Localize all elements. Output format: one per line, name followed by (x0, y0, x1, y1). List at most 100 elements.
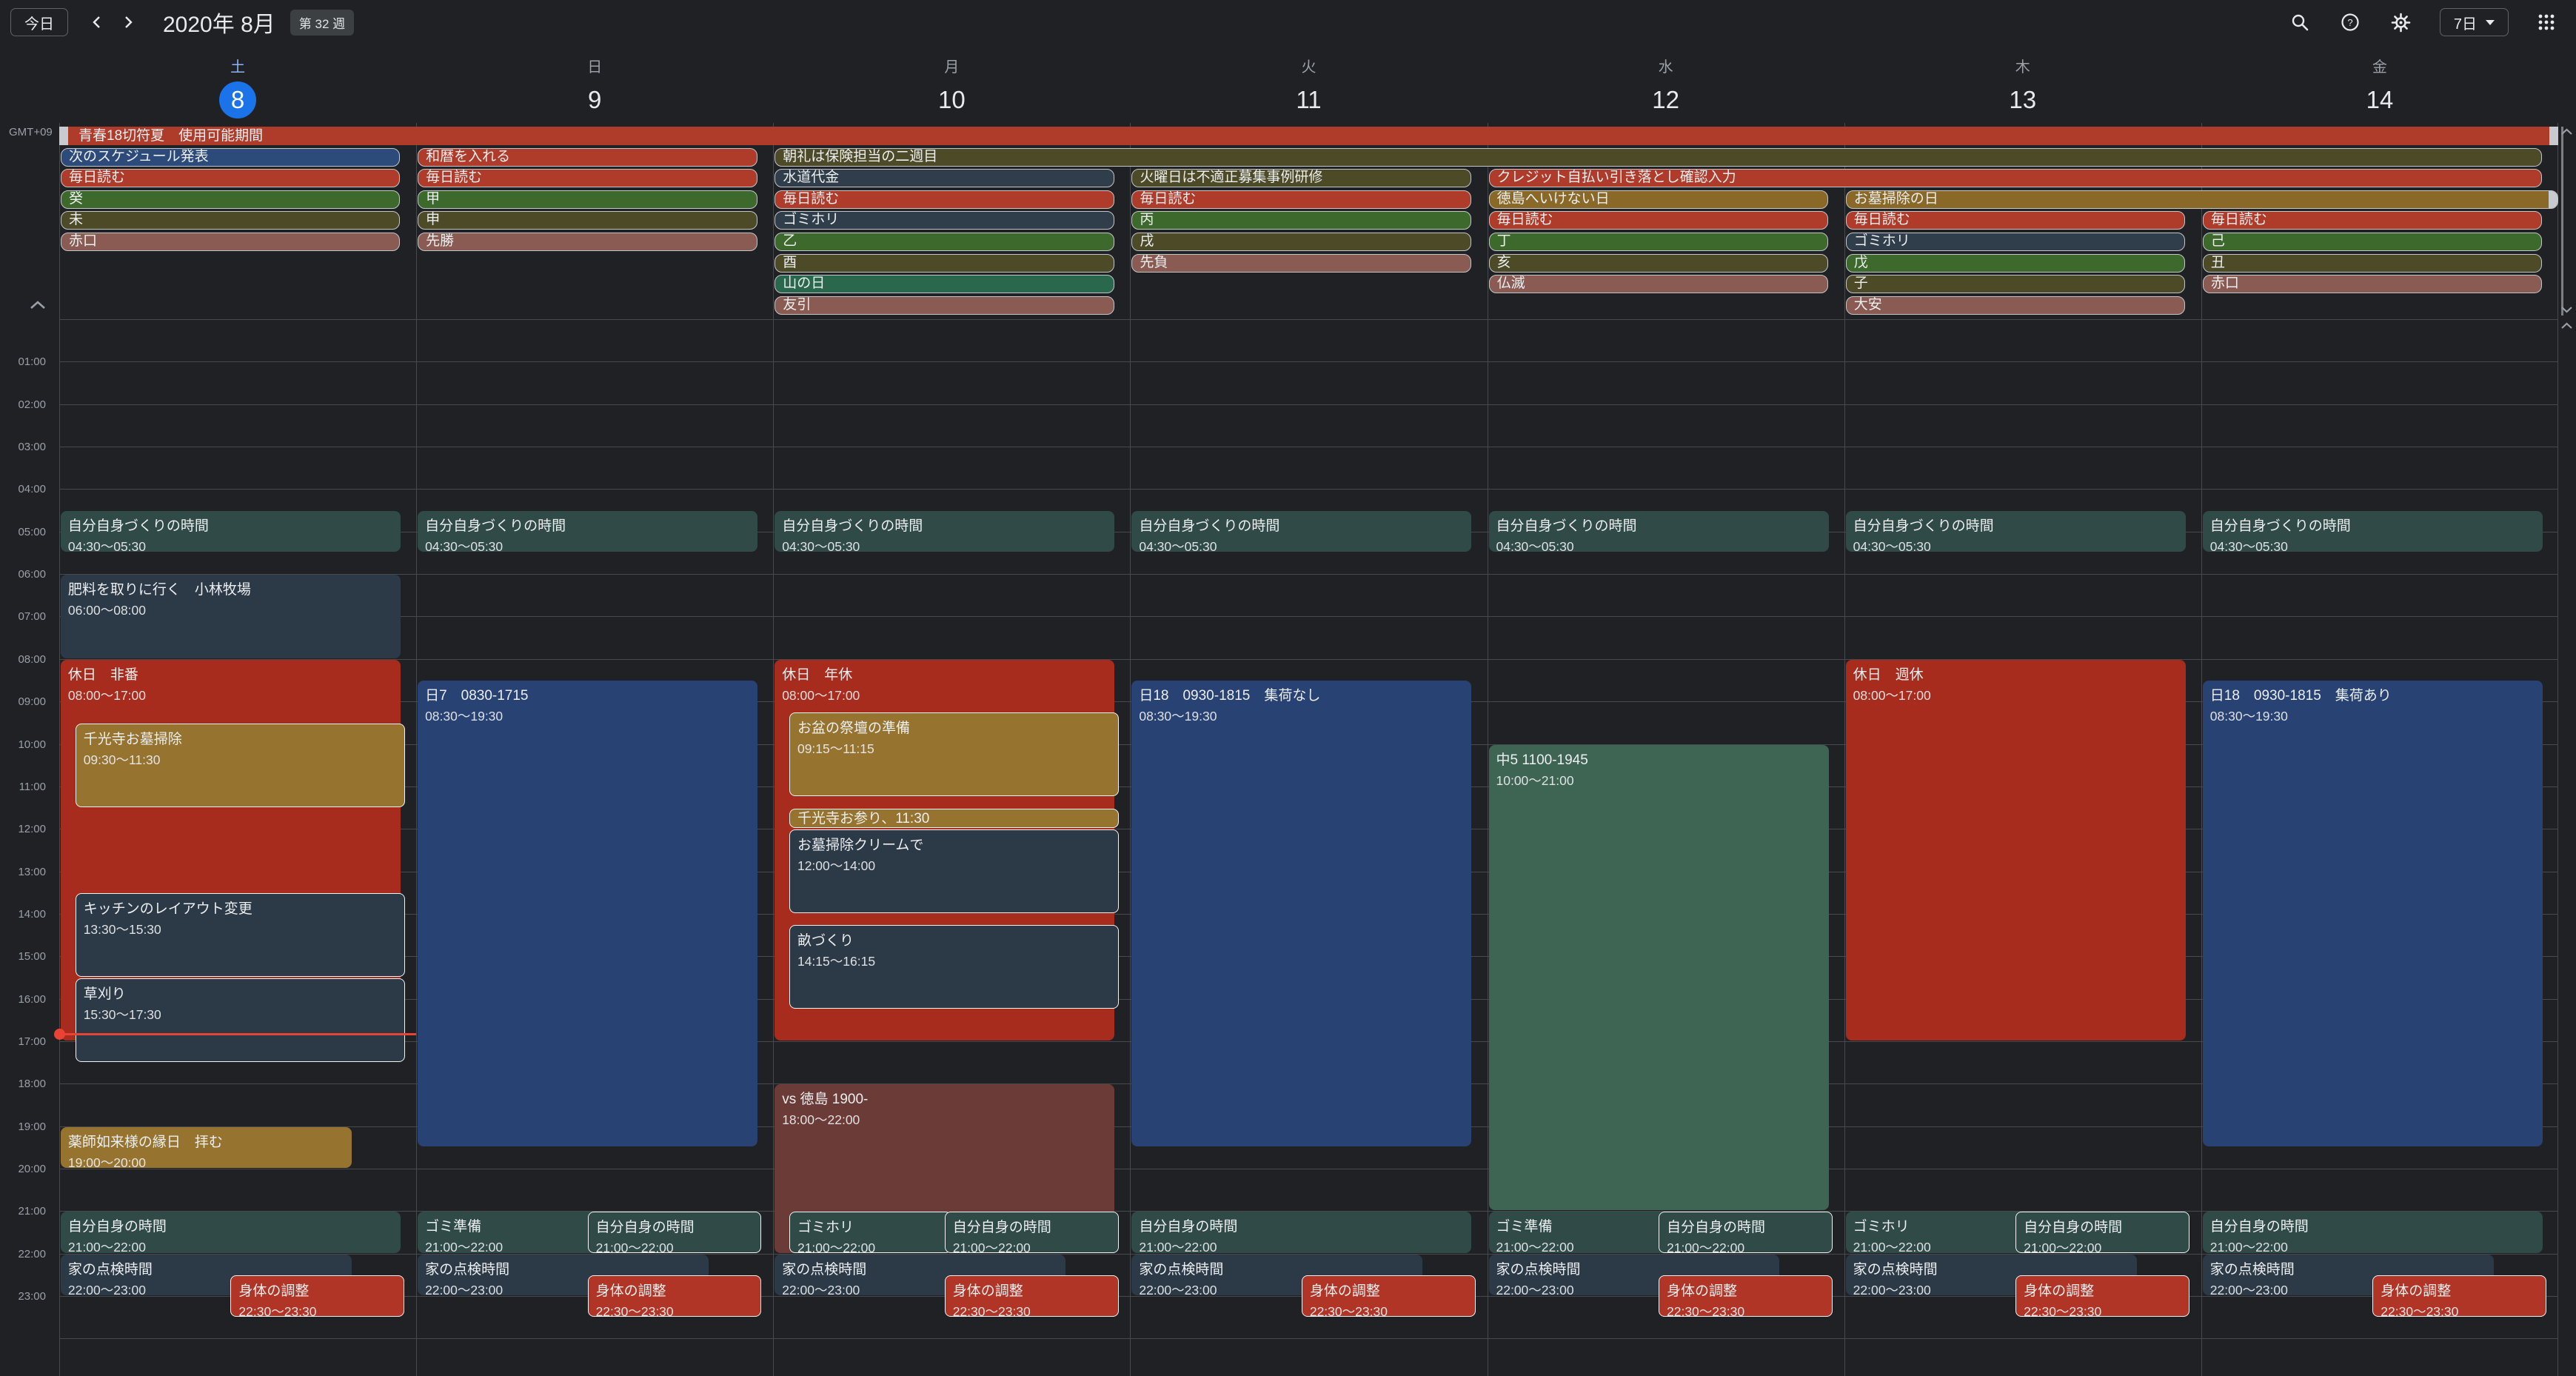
event-block[interactable]: 日18 0930-1815 集荷あり 08:30～19:30 (2202, 681, 2543, 1147)
event-title: ゴミ準備 (425, 1219, 482, 1235)
event-block[interactable]: 千光寺お墓掃除 09:30～11:30 (75, 723, 405, 807)
collapse-allday-button[interactable] (24, 295, 52, 315)
event-block[interactable]: 身体の調整 22:30～23:30 (2015, 1275, 2189, 1317)
all-day-event[interactable]: ゴミホリ (1845, 233, 2186, 251)
event-block[interactable]: 自分自身の時間 21:00～22:00 (2202, 1212, 2543, 1253)
date-number[interactable]: 14 (2366, 86, 2394, 113)
all-day-event[interactable]: 先負 (1131, 253, 1471, 273)
event-block[interactable]: 身体の調整 22:30～23:30 (944, 1275, 1119, 1317)
scroll-up-icon[interactable] (2560, 127, 2573, 136)
event-block[interactable]: 自分自身づくりの時間 04:30～05:30 (2202, 511, 2543, 552)
all-day-event[interactable]: 己 (2202, 233, 2543, 251)
event-block[interactable]: お墓掃除クリームで 12:00～14:00 (789, 829, 1119, 913)
all-day-event[interactable]: 次のスケジュール発表 (61, 147, 401, 167)
event-block[interactable]: 家の点検時間 22:00～23:00 (60, 1254, 352, 1296)
all-day-event[interactable]: 赤口 (2202, 275, 2543, 294)
all-day-event[interactable]: 乙 (775, 233, 1114, 251)
apps-button[interactable] (2532, 7, 2561, 37)
all-day-event[interactable]: 大安 (1845, 295, 2186, 315)
event-block[interactable]: 身体の調整 22:30～23:30 (1659, 1275, 1833, 1317)
all-day-event[interactable]: 丙 (1131, 211, 1471, 230)
all-day-event[interactable]: 仏滅 (1488, 275, 1828, 294)
event-block[interactable]: 自分自身の時間 21:00～22:00 (944, 1212, 1119, 1253)
all-day-event[interactable]: 癸 (61, 190, 401, 209)
all-day-event[interactable]: 毎日読む (2202, 211, 2543, 230)
event-block[interactable]: 自分自身づくりの時間 04:30～05:30 (60, 511, 401, 552)
grid-scroll-up-icon[interactable] (2560, 321, 2573, 330)
event-block[interactable]: 自分自身の時間 21:00～22:00 (587, 1212, 762, 1253)
all-day-event[interactable]: 毎日読む (1488, 211, 1828, 230)
all-day-event[interactable]: 山の日 (775, 275, 1114, 294)
all-day-event[interactable]: 火曜日は不適正募集事例研修 (1131, 169, 1471, 188)
all-day-event[interactable]: 甲 (418, 190, 757, 209)
event-block[interactable]: 自分自身づくりの時間 04:30～05:30 (1845, 511, 2186, 552)
all-day-event[interactable]: 赤口 (61, 233, 401, 251)
event-block[interactable]: 自分自身の時間 21:00～22:00 (1131, 1212, 1472, 1253)
event-block[interactable]: 休日 非番 08:00～17:00 (60, 659, 401, 1041)
next-week-button[interactable] (116, 10, 141, 35)
all-day-event[interactable]: 毎日読む (775, 190, 1114, 209)
event-block[interactable]: 身体の調整 22:30～23:30 (1301, 1275, 1476, 1317)
event-block[interactable]: 中5 1100-1945 10:00～21:00 (1488, 744, 1829, 1211)
view-selector[interactable]: 7日 (2439, 8, 2509, 36)
date-number[interactable]: 10 (937, 86, 966, 113)
all-day-event[interactable]: 水道代金 (775, 169, 1114, 188)
event-block[interactable]: 身体の調整 22:30～23:30 (587, 1275, 762, 1317)
event-block[interactable]: 自分自身の時間 21:00～22:00 (2015, 1212, 2189, 1253)
event-block[interactable]: 草刈り 15:30～17:30 (75, 978, 405, 1062)
event-block[interactable]: 薬師如来様の縁日 拝む 19:00～20:00 (60, 1126, 352, 1168)
search-button[interactable] (2284, 7, 2315, 38)
date-number[interactable]: 12 (1652, 86, 1679, 113)
event-block[interactable]: 自分自身の時間 21:00～22:00 (60, 1212, 401, 1253)
all-day-event[interactable]: 毎日読む (1131, 190, 1471, 209)
all-day-event[interactable]: 酉 (775, 253, 1114, 273)
event-block[interactable]: 自分自身づくりの時間 04:30～05:30 (418, 511, 758, 552)
all-day-event[interactable]: ゴミホリ (775, 211, 1114, 230)
all-day-event[interactable]: 毎日読む (418, 169, 757, 188)
all-day-event[interactable]: 朝礼は保険担当の二週目 (775, 147, 2543, 167)
all-day-event[interactable]: 未 (61, 211, 401, 230)
all-day-event[interactable]: 子 (1845, 275, 2186, 294)
all-day-event[interactable]: クレジット自払い引き落とし確認入力 (1488, 169, 2543, 188)
allday-scrollbar[interactable] (2561, 127, 2563, 315)
event-block[interactable]: 畝づくり 14:15～16:15 (789, 925, 1119, 1009)
all-day-event[interactable]: 丑 (2202, 253, 2543, 273)
date-number[interactable]: 9 (588, 86, 602, 113)
event-block[interactable]: 自分自身づくりの時間 04:30～05:30 (775, 511, 1115, 552)
all-day-event[interactable]: 先勝 (418, 233, 757, 251)
event-block[interactable]: ゴミホリ 21:00～22:00 (789, 1212, 952, 1253)
all-day-event[interactable]: 青春18切符夏 使用可能期間 (59, 127, 2558, 145)
event-block[interactable]: 自分自身づくりの時間 04:30～05:30 (1488, 511, 1829, 552)
all-day-event[interactable]: 戊 (1845, 253, 2186, 273)
date-number[interactable]: 11 (1296, 86, 1322, 113)
all-day-event[interactable]: 毎日読む (61, 169, 401, 188)
event-block[interactable]: 千光寺お参り、11:30 (789, 808, 1119, 829)
event-block[interactable]: 身体の調整 22:30～23:30 (230, 1275, 405, 1317)
today-button[interactable]: 今日 (10, 8, 68, 36)
help-button[interactable]: ? (2335, 7, 2366, 38)
event-block[interactable]: 肥料を取りに行く 小林牧場 06:00～08:00 (60, 575, 401, 658)
event-block[interactable]: 休日 週休 08:00～17:00 (1845, 659, 2186, 1041)
scroll-down-icon[interactable] (2560, 306, 2573, 314)
date-number-today[interactable]: 8 (219, 81, 257, 118)
event-block[interactable]: 家の点検時間 22:00～23:00 (1131, 1254, 1423, 1296)
all-day-event[interactable]: 毎日読む (1845, 211, 2186, 230)
all-day-event[interactable]: 和暦を入れる (418, 147, 757, 167)
event-block[interactable]: 身体の調整 22:30～23:30 (2372, 1275, 2547, 1317)
event-block[interactable]: お盆の祭壇の準備 09:15～11:15 (789, 712, 1119, 797)
prev-week-button[interactable] (84, 10, 110, 35)
event-block[interactable]: 日7 0830-1715 08:30～19:30 (418, 681, 758, 1147)
event-block[interactable]: 自分自身の時間 21:00～22:00 (1659, 1212, 1833, 1253)
settings-button[interactable] (2385, 7, 2417, 39)
all-day-event[interactable]: 友引 (775, 295, 1114, 315)
all-day-event[interactable]: 徳島へいけない日 (1488, 190, 1828, 209)
date-number[interactable]: 13 (2009, 86, 2037, 113)
all-day-event[interactable]: 丁 (1488, 233, 1828, 251)
all-day-event[interactable]: お墓掃除の日 (1845, 190, 2558, 209)
all-day-event[interactable]: 申 (418, 211, 757, 230)
all-day-event[interactable]: 亥 (1488, 253, 1828, 273)
event-block[interactable]: 自分自身づくりの時間 04:30～05:30 (1131, 511, 1472, 552)
event-block[interactable]: 日18 0930-1815 集荷なし 08:30～19:30 (1131, 681, 1472, 1147)
all-day-event[interactable]: 戌 (1131, 233, 1471, 251)
event-block[interactable]: キッチンのレイアウト変更 13:30～15:30 (75, 893, 405, 977)
